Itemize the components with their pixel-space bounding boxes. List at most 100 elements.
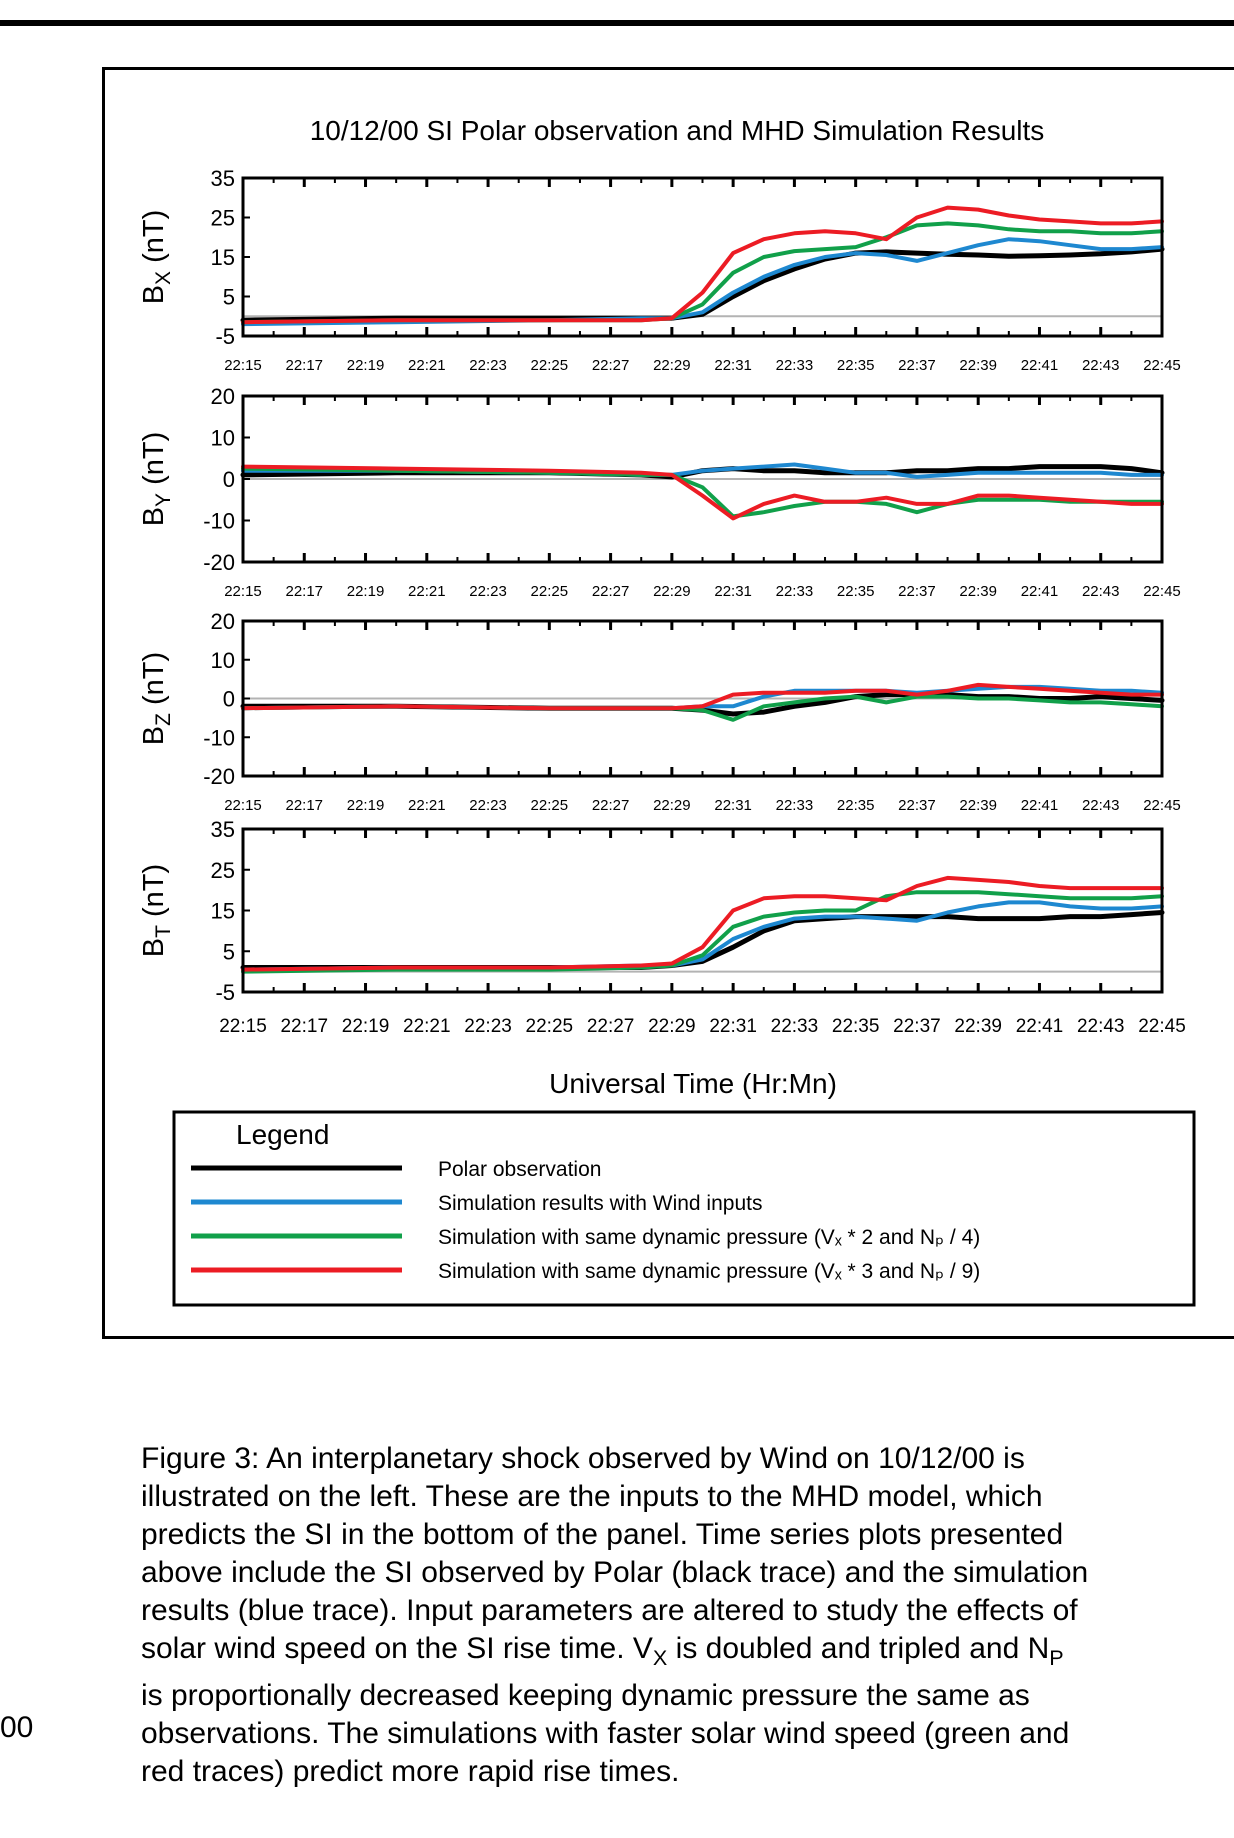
x-tick-label: 22:27: [587, 1016, 635, 1037]
x-tick-label: 22:23: [469, 797, 507, 814]
legend-entry: Simulation results with Wind inputs: [438, 1192, 762, 1215]
y-tick-label: 5: [223, 939, 235, 964]
x-tick-label: 22:23: [469, 583, 507, 600]
x-tick-label: 22:33: [776, 357, 814, 374]
y-axis-label: BX (nT): [138, 210, 175, 305]
series-line-3: [241, 466, 1164, 519]
series-line-4: [241, 205, 1164, 325]
caption-line: Figure 3: An interplanetary shock observ…: [141, 1442, 1025, 1475]
x-tick-label: 22:23: [464, 1016, 512, 1037]
x-tick-label: 22:21: [403, 1016, 451, 1037]
x-tick-label: 22:17: [285, 357, 323, 374]
x-tick-label: 22:21: [408, 797, 446, 814]
x-tick-label: 22:43: [1077, 1016, 1125, 1037]
series-line-1: [240, 246, 1165, 323]
y-tick-label: 35: [211, 817, 235, 842]
x-tick-label: 22:45: [1143, 357, 1181, 374]
x-tick-label: 22:27: [592, 357, 630, 374]
y-tick-label: 20: [211, 384, 235, 409]
x-tick-label: 22:25: [526, 1016, 574, 1037]
x-tick-label: 22:41: [1021, 583, 1059, 600]
x-tick-label: 22:31: [714, 797, 752, 814]
x-tick-label: 22:17: [285, 797, 323, 814]
x-tick-label: 22:39: [954, 1016, 1002, 1037]
y-tick-label: 15: [211, 245, 235, 270]
x-tick-label: 22:21: [408, 583, 446, 600]
y-tick-label: -10: [203, 509, 235, 534]
x-tick-label: 22:31: [714, 357, 752, 374]
y-axis-label: BT (nT): [138, 864, 175, 957]
caption-line: red traces) predict more rapid rise time…: [141, 1755, 680, 1788]
y-tick-label: 0: [223, 687, 235, 712]
x-tick-label: 22:19: [347, 583, 385, 600]
x-tick-label: 22:39: [959, 797, 997, 814]
x-tick-label: 22:15: [219, 1016, 267, 1037]
x-tick-label: 22:29: [653, 357, 691, 374]
x-tick-label: 22:25: [531, 583, 569, 600]
y-tick-label: 10: [211, 648, 235, 673]
x-tick-label: 22:39: [959, 583, 997, 600]
x-tick-label: 22:37: [898, 583, 936, 600]
x-tick-label: 22:43: [1082, 797, 1120, 814]
figure-caption: Figure 3: An interplanetary shock observ…: [141, 1440, 1234, 1791]
x-tick-label: 22:15: [224, 583, 262, 600]
figure-chart: 10/12/00 SI Polar observation and MHD Si…: [138, 115, 1196, 1307]
x-tick-label: 22:39: [959, 357, 997, 374]
x-tick-label: 22:45: [1143, 797, 1181, 814]
series-line-2: [241, 237, 1164, 327]
page-number: 00: [0, 1711, 34, 1744]
x-tick-label: 22:35: [837, 357, 875, 374]
y-tick-label: -20: [203, 550, 235, 575]
x-tick-label: 22:33: [776, 797, 814, 814]
series-line-4: [241, 464, 1164, 521]
x-tick-label: 22:33: [776, 583, 814, 600]
x-tick-label: 22:23: [469, 357, 507, 374]
legend-entry: Polar observation: [438, 1158, 601, 1181]
x-tick-label: 22:17: [285, 583, 323, 600]
caption-line: is proportionally decreased keeping dyna…: [141, 1679, 1030, 1712]
x-tick-label: 22:15: [224, 357, 262, 374]
y-tick-label: 20: [211, 609, 235, 634]
series-line-2: [241, 900, 1164, 972]
x-tick-label: 22:45: [1143, 583, 1181, 600]
legend-entry: Simulation with same dynamic pressure (V…: [438, 1226, 980, 1249]
y-tick-label: 5: [223, 285, 235, 310]
y-tick-label: 10: [211, 426, 235, 451]
y-tick-label: 15: [211, 899, 235, 924]
y-tick-label: 0: [223, 467, 235, 492]
y-tick-label: -5: [215, 324, 235, 349]
x-tick-label: 22:35: [832, 1016, 880, 1037]
legend-box: [172, 1110, 1196, 1307]
x-tick-label: 22:29: [648, 1016, 696, 1037]
x-tick-label: 22:19: [347, 357, 385, 374]
y-tick-label: 25: [211, 858, 235, 883]
top-rule: [0, 20, 1234, 26]
x-tick-label: 22:29: [653, 583, 691, 600]
caption-line: results (blue trace). Input parameters a…: [141, 1594, 1078, 1627]
x-tick-label: 22:25: [531, 357, 569, 374]
x-tick-label: 22:35: [837, 583, 875, 600]
caption-line: above include the SI observed by Polar (…: [141, 1556, 1089, 1589]
x-tick-label: 22:19: [342, 1016, 390, 1037]
x-tick-label: 22:43: [1082, 583, 1120, 600]
caption-line: solar wind speed on the SI rise time. VX…: [141, 1632, 1064, 1670]
caption-line: predicts the SI in the bottom of the pan…: [141, 1518, 1064, 1551]
y-tick-label: 25: [211, 206, 235, 231]
x-tick-label: 22:27: [592, 797, 630, 814]
y-tick-label: 35: [211, 166, 235, 191]
x-tick-label: 22:37: [898, 357, 936, 374]
x-tick-label: 22:15: [224, 797, 262, 814]
legend-entry: Simulation with same dynamic pressure (V…: [438, 1260, 980, 1283]
caption-line: illustrated on the left. These are the i…: [141, 1480, 1043, 1513]
x-tick-label: 22:37: [898, 797, 936, 814]
x-tick-label: 22:17: [280, 1016, 328, 1037]
series-line-4: [241, 682, 1164, 711]
x-tick-label: 22:21: [408, 357, 446, 374]
x-tick-label: 22:37: [893, 1016, 941, 1037]
x-tick-label: 22:41: [1021, 797, 1059, 814]
figure-frame: [102, 67, 1234, 1339]
x-tick-label: 22:31: [709, 1016, 757, 1037]
y-tick-label: -20: [203, 764, 235, 789]
x-tick-label: 22:25: [531, 797, 569, 814]
x-tick-label: 22:31: [714, 583, 752, 600]
